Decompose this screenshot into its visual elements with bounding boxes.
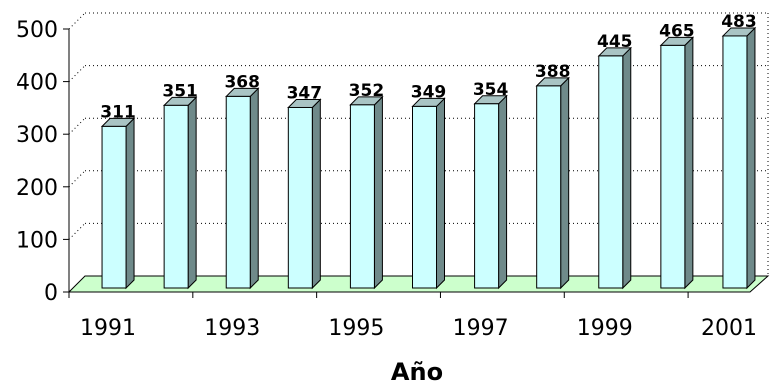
gridline-depth	[68, 117, 86, 135]
bar	[287, 98, 322, 290]
bar-side	[125, 117, 135, 290]
bar-side	[498, 94, 508, 290]
bars	[100, 26, 757, 290]
bar-side	[436, 97, 445, 290]
data-label: 368	[224, 72, 260, 92]
bar-front	[349, 104, 375, 289]
x-tick-label: 1991	[80, 316, 136, 341]
bar	[659, 36, 695, 290]
bar-front	[722, 35, 748, 289]
bar	[535, 76, 570, 290]
bar-front	[598, 55, 624, 289]
axes	[68, 29, 750, 293]
bar-side	[684, 36, 694, 290]
bar-side	[249, 87, 259, 290]
bar-side	[373, 95, 383, 290]
data-labels: 311 351 368 347 352 349 354 388 445 465 483	[100, 12, 756, 122]
data-label: 351	[162, 81, 198, 101]
y-tick-label: 400	[16, 71, 58, 96]
data-label: 354	[473, 80, 509, 100]
x-tick-label: 1997	[453, 316, 509, 341]
gridline-depth	[68, 65, 86, 82]
data-label: 347	[287, 83, 323, 103]
data-label: 349	[411, 82, 447, 102]
bar-front	[660, 44, 686, 289]
bar-front	[536, 85, 562, 289]
bar-front	[412, 105, 437, 289]
y-tick-label: 200	[16, 176, 58, 201]
data-label: 352	[349, 81, 385, 101]
gridline-depth	[68, 170, 86, 188]
data-label: 311	[100, 102, 136, 122]
bar	[162, 96, 198, 290]
y-tick-label: 300	[16, 123, 58, 148]
bar	[225, 87, 260, 290]
y-tick-label: 100	[16, 228, 58, 253]
bar-side	[746, 26, 756, 290]
bar	[100, 117, 136, 290]
bar-side	[187, 96, 197, 290]
y-tick-label: 0	[44, 281, 58, 306]
x-tick-label: 1999	[577, 316, 633, 341]
data-label: 445	[597, 32, 633, 52]
bar-front	[163, 104, 189, 289]
bar	[349, 95, 384, 290]
data-label: 388	[535, 62, 571, 82]
bar-front	[101, 125, 127, 289]
data-label: 483	[721, 12, 757, 32]
bar	[597, 46, 632, 290]
x-tick-label: 2001	[701, 316, 757, 341]
bar-side	[311, 98, 321, 290]
bar-side	[560, 76, 570, 290]
x-axis-ticks: 1991 1993 1995 1997 1999 2001	[68, 292, 757, 341]
bar-front	[287, 106, 313, 289]
x-tick-label: 1993	[204, 316, 260, 341]
gridline-depth	[68, 223, 86, 240]
data-label: 465	[659, 21, 695, 41]
x-tick-label: 1995	[328, 316, 384, 341]
bar	[473, 94, 508, 290]
x-axis-title: Año	[391, 358, 443, 385]
bar	[411, 97, 446, 290]
bar	[721, 26, 757, 290]
bar-side	[622, 46, 632, 290]
bar-front	[225, 95, 251, 289]
gridline-depth	[68, 12, 86, 30]
y-axis-ticks: 0 100 200 300 400 500	[16, 18, 69, 306]
y-tick-label: 500	[16, 18, 58, 43]
bar-front	[474, 103, 500, 289]
